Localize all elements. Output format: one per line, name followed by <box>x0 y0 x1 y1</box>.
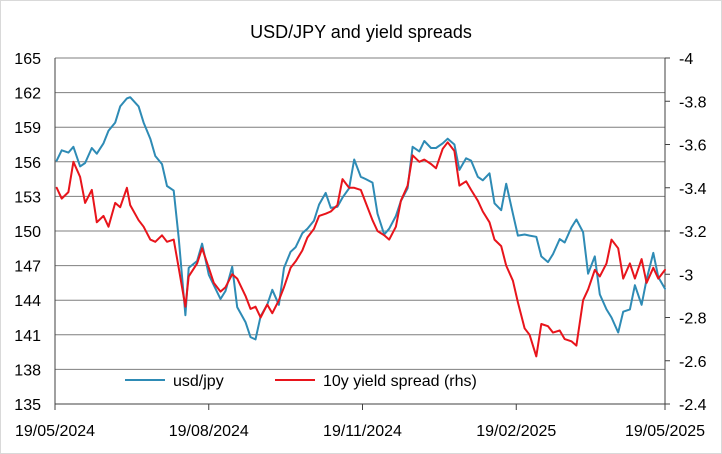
legend-label-usdjpy: usd/jpy <box>173 373 224 390</box>
right-tick-label: -4 <box>679 51 693 68</box>
series-layer <box>55 96 666 358</box>
left-tick-label: 162 <box>14 86 41 103</box>
chart-title: USD/JPY and yield spreads <box>250 22 472 42</box>
legend-label-yield-spread: 10y yield spread (rhs) <box>323 373 477 390</box>
right-tick-label: -2.6 <box>679 354 707 371</box>
axes: 135 138 141 144 147 150 153 156 159 162 165 -4 -3.8 -… <box>14 51 706 440</box>
series-line-usdjpy <box>55 96 666 341</box>
right-tick-label: -2.4 <box>679 397 707 414</box>
series-line-yield-spread <box>55 141 666 358</box>
right-tick-label: -3.4 <box>679 181 707 198</box>
left-tick-label: 144 <box>14 293 41 310</box>
x-tick-label: 19/05/2025 <box>625 423 705 440</box>
x-tick-label: 19/02/2025 <box>476 423 556 440</box>
left-tick-label: 159 <box>14 120 41 137</box>
left-tick-label: 135 <box>14 397 41 414</box>
left-tick-label: 141 <box>14 328 41 345</box>
left-tick-label: 138 <box>14 362 41 379</box>
right-tick-label: -2.8 <box>679 311 707 328</box>
right-tick-label: -3.2 <box>679 224 707 241</box>
x-tick-label: 19/08/2024 <box>169 423 249 440</box>
left-tick-label: 165 <box>14 51 41 68</box>
left-tick-label: 156 <box>14 155 41 172</box>
x-tick-label: 19/05/2024 <box>15 423 95 440</box>
left-tick-label: 153 <box>14 189 41 206</box>
left-tick-label: 147 <box>14 259 41 276</box>
right-tick-label: -3.8 <box>679 94 707 111</box>
legend: usd/jpy 10y yield spread (rhs) <box>125 373 477 390</box>
x-tick-label: 19/11/2024 <box>323 423 402 440</box>
right-tick-label: -3.6 <box>679 138 707 155</box>
right-tick-label: -3 <box>679 267 693 284</box>
left-tick-label: 150 <box>14 224 41 241</box>
